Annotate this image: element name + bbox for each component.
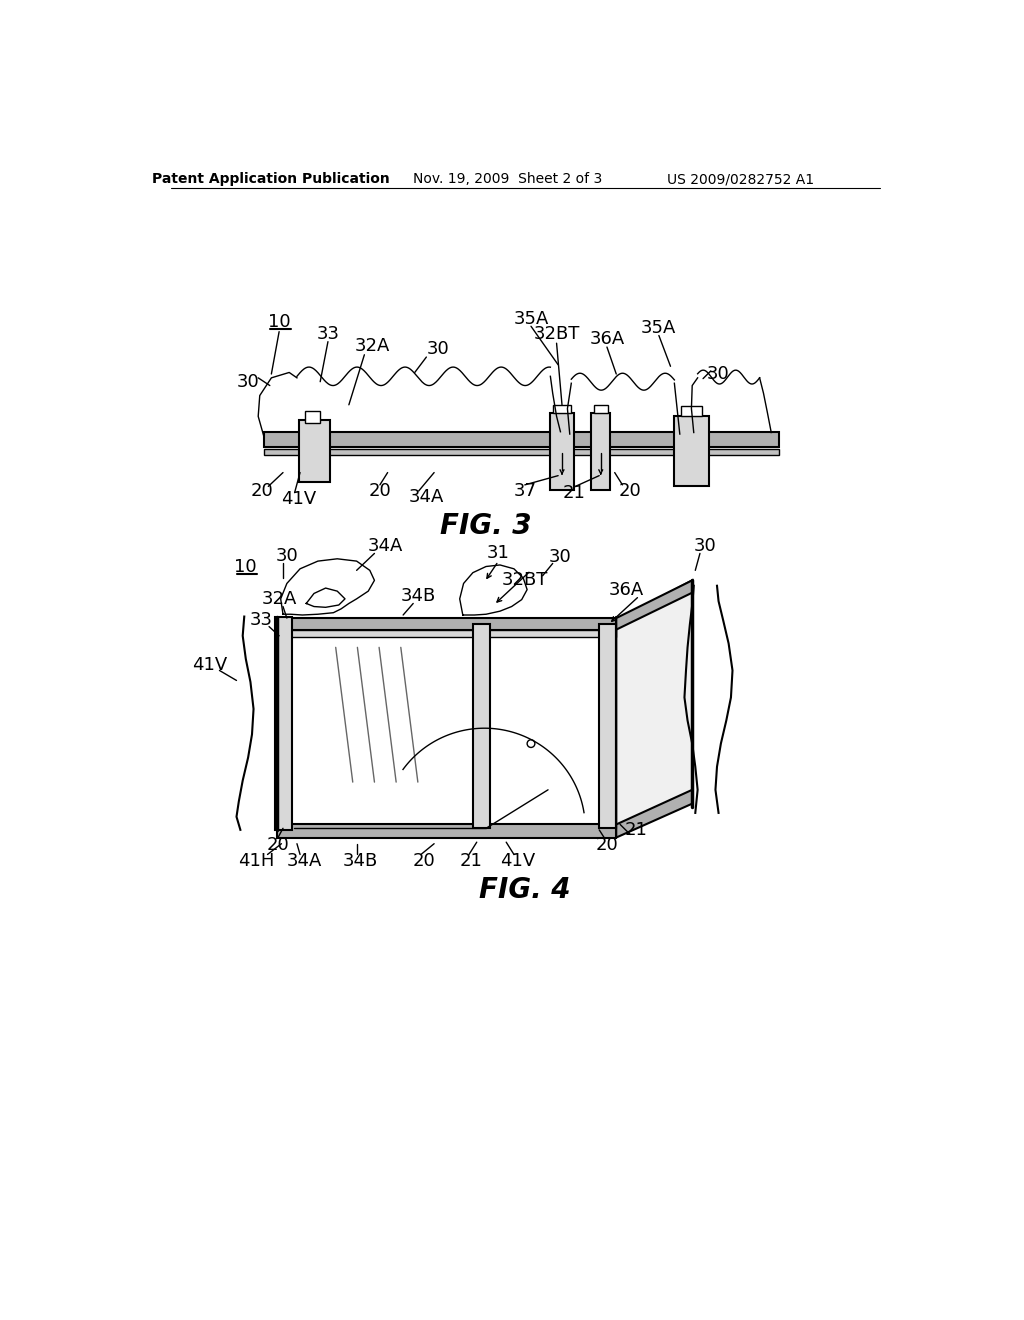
Text: 34A: 34A	[409, 488, 444, 506]
Polygon shape	[616, 789, 692, 838]
Bar	[473, 624, 489, 829]
Text: 41V: 41V	[500, 851, 536, 870]
Text: 34B: 34B	[343, 851, 378, 870]
Polygon shape	[276, 620, 616, 829]
Text: 35A: 35A	[513, 310, 549, 327]
Text: 32A: 32A	[261, 590, 297, 607]
Text: 21: 21	[625, 821, 648, 838]
Text: 35A: 35A	[641, 319, 677, 337]
Text: 30: 30	[694, 537, 717, 554]
Text: 33: 33	[316, 325, 339, 343]
Text: 10: 10	[268, 313, 291, 331]
Text: 37: 37	[513, 482, 537, 500]
Text: Nov. 19, 2009  Sheet 2 of 3: Nov. 19, 2009 Sheet 2 of 3	[413, 172, 602, 186]
Polygon shape	[616, 581, 692, 630]
Bar	[592, 412, 610, 490]
Text: 33: 33	[250, 611, 272, 630]
Bar	[550, 412, 573, 490]
Text: 36A: 36A	[590, 330, 625, 348]
Text: 30: 30	[708, 366, 730, 383]
Bar	[675, 416, 710, 486]
Text: 41V: 41V	[191, 656, 227, 675]
Text: 10: 10	[234, 557, 257, 576]
Text: 34B: 34B	[401, 587, 436, 605]
Bar	[599, 624, 616, 829]
Bar	[276, 630, 616, 638]
Bar	[276, 618, 616, 630]
Text: 21: 21	[460, 851, 482, 870]
Text: FIG. 3: FIG. 3	[440, 512, 531, 540]
Text: 34A: 34A	[287, 851, 323, 870]
Text: 32BT: 32BT	[502, 570, 548, 589]
Text: 20: 20	[618, 482, 642, 500]
Text: 20: 20	[251, 482, 273, 500]
Bar	[263, 450, 779, 455]
Text: FIG. 4: FIG. 4	[479, 876, 570, 904]
Text: 31: 31	[487, 544, 510, 562]
Text: US 2009/0282752 A1: US 2009/0282752 A1	[667, 172, 814, 186]
Bar	[681, 407, 701, 416]
Text: Patent Application Publication: Patent Application Publication	[153, 172, 390, 186]
Bar	[276, 825, 616, 838]
Bar	[305, 411, 321, 422]
Bar	[263, 432, 779, 447]
Text: 20: 20	[413, 851, 435, 870]
Text: 41V: 41V	[281, 490, 316, 508]
Text: 41H: 41H	[238, 851, 274, 870]
Polygon shape	[616, 581, 692, 829]
Text: 20: 20	[266, 837, 289, 854]
Text: 34A: 34A	[368, 537, 403, 554]
Text: 20: 20	[596, 837, 618, 854]
Bar	[275, 616, 292, 830]
Text: 36A: 36A	[608, 581, 644, 598]
Text: 21: 21	[562, 484, 585, 503]
Text: 30: 30	[427, 341, 450, 358]
Text: 30: 30	[275, 548, 298, 565]
Text: 20: 20	[369, 482, 391, 500]
Bar	[553, 405, 571, 412]
Text: 32A: 32A	[354, 337, 390, 355]
Text: 30: 30	[549, 548, 571, 566]
Bar	[299, 420, 330, 482]
Text: 30: 30	[237, 372, 259, 391]
Text: 32BT: 32BT	[534, 325, 580, 343]
Bar	[594, 405, 607, 412]
